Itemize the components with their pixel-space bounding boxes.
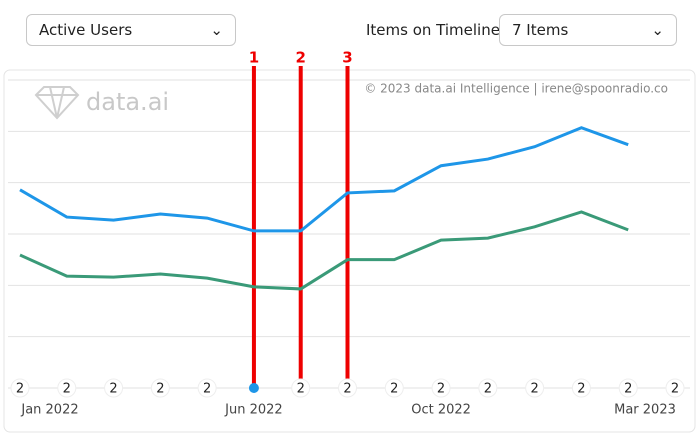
timeline-marker: 2 (16, 382, 24, 397)
timeline-marker-bg (478, 378, 498, 398)
annotation-label: 1 (249, 49, 259, 67)
watermark: data.ai (86, 88, 169, 116)
chevron: ⌄ (651, 21, 664, 39)
timeline-marker-bg (104, 378, 124, 398)
x-tick-label: Jan 2022 (20, 403, 78, 418)
timeline-marker-bg (291, 378, 311, 398)
annotation-label: 3 (342, 49, 352, 67)
timeline-marker-bg (197, 378, 217, 398)
x-tick-label: Mar 2023 (614, 403, 676, 418)
timeline-marker-bg (665, 378, 685, 398)
x-tick-label: Oct 2022 (411, 403, 471, 418)
timeline-marker: 2 (577, 382, 585, 397)
metric-text: Active Users (39, 21, 133, 39)
timeline-marker-bg (525, 378, 545, 398)
copyright: © 2023 data.ai Intelligence | irene@spoo… (364, 82, 668, 96)
timeline-marker-bg (338, 378, 357, 398)
timeline-marker: 2 (109, 382, 117, 397)
timeline-marker: 2 (390, 382, 398, 397)
timeline-marker: 2 (531, 382, 539, 397)
timeline-marker: 2 (203, 382, 211, 397)
timeline-marker-bg (571, 378, 591, 398)
items-dropdown[interactable]: 7 Items ⌄ (499, 14, 677, 46)
line-series (19, 126, 629, 233)
timeline-marker: 2 (297, 382, 305, 397)
timeline-marker: 2 (63, 382, 71, 397)
timeline-marker-bg (384, 378, 404, 398)
timeline-marker-bg (618, 378, 638, 398)
timeline-marker-bg (431, 378, 451, 398)
logo-icon (34, 86, 80, 120)
items-label: Items on Timeline: (366, 21, 506, 39)
items-text: 7 Items (512, 21, 569, 39)
timeline-marker-bg (57, 378, 77, 398)
timeline-marker-bg (150, 378, 170, 398)
timeline-marker: 2 (156, 382, 164, 397)
metric-dropdown[interactable]: Active Users ⌄ (26, 14, 236, 46)
timeline-marker: 2 (484, 382, 492, 397)
timeline-marker: 2 (671, 382, 679, 397)
timeline-marker: 2 (437, 382, 445, 397)
line-series (19, 210, 629, 291)
timeline-marker: 2 (624, 382, 632, 397)
timeline-marker-bg (10, 378, 30, 398)
chevron: ⌄ (210, 21, 223, 39)
timeline-marker: 2 (343, 382, 351, 397)
annotation-label: 2 (295, 49, 305, 67)
x-tick-label: Jun 2022 (224, 403, 283, 418)
timeline-dot (248, 383, 259, 393)
